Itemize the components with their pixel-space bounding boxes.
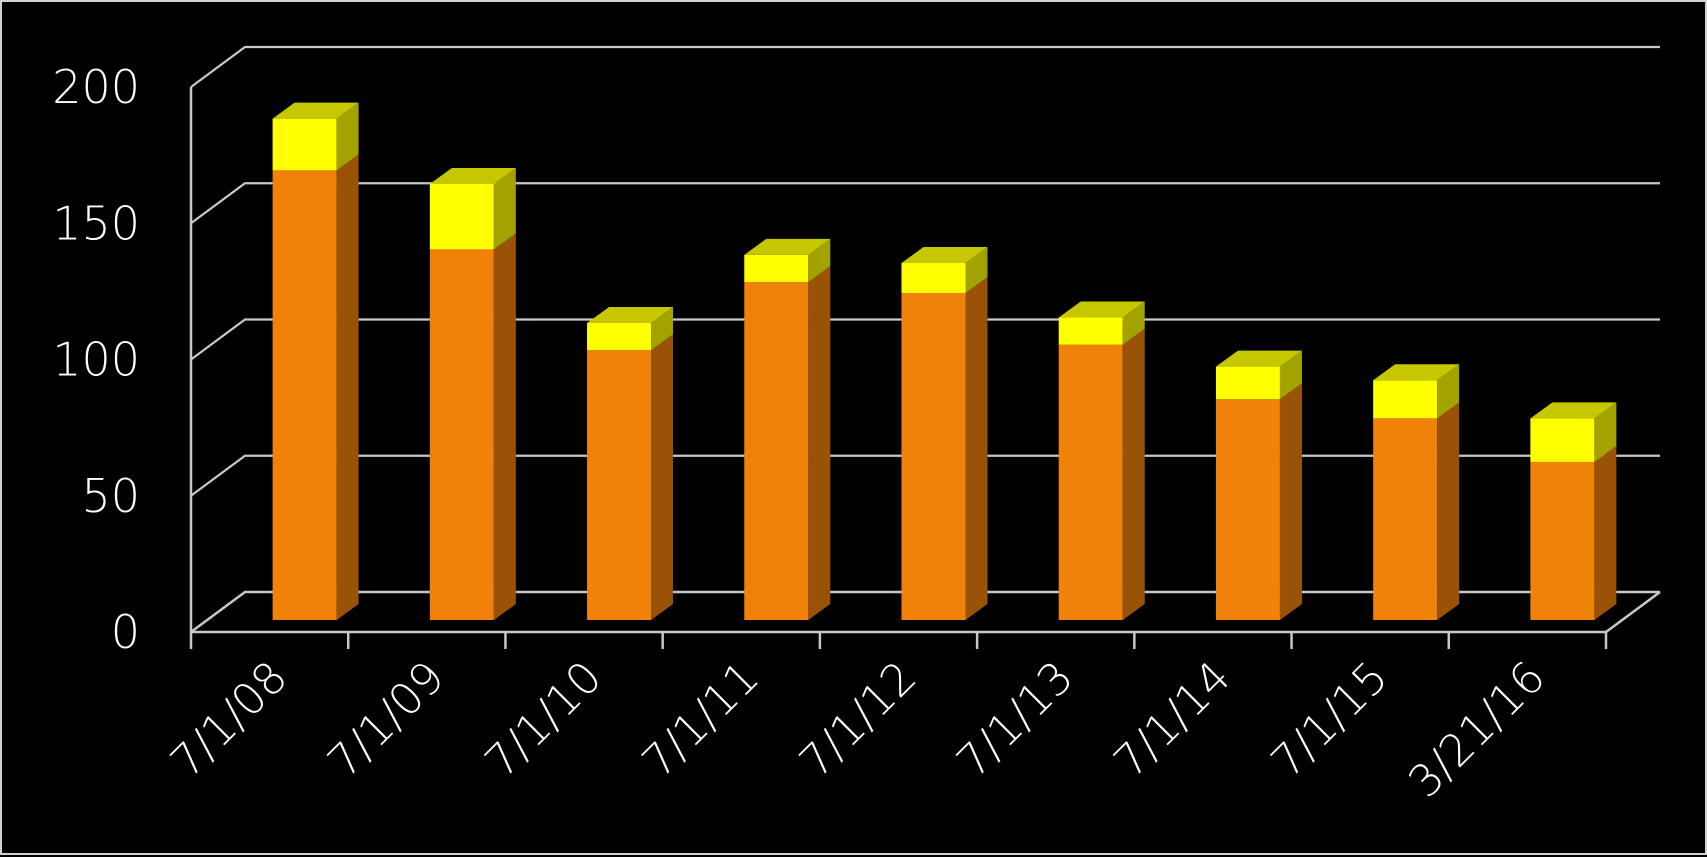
x-tick-label: 7/1/12 [790,652,926,788]
axes [189,87,1661,649]
bar-segment-1 [1215,399,1280,620]
x-tick-label: 7/1/15 [1262,652,1398,788]
bar-segment-2 [1373,380,1438,419]
x-tick-label: 7/1/11 [633,652,769,788]
bar-segment-2-side [808,238,831,283]
x-tick-label: 7/1/08 [161,652,297,788]
gridline [190,45,1660,88]
y-tick-labels: 0 50 100 150 200 [52,60,140,659]
y-tick-label: 100 [52,333,140,387]
gridline [190,318,1660,361]
bar-segment-2 [1215,366,1280,400]
bar-segment-2-top [901,247,988,264]
bar-segment-2 [744,254,809,283]
bar-segment-1 [1373,418,1438,620]
bar-segment-2 [1058,317,1123,345]
gridline [190,182,1660,225]
y-tick-label: 150 [52,196,140,250]
bar-segment-2-side [1279,350,1302,400]
bar-segment-1 [1530,461,1595,620]
x-tick-label: 7/1/13 [947,652,1083,788]
bar-segment-2-side [336,102,359,171]
bar-segment-1 [1058,344,1123,620]
bar-segment-2-side [1594,402,1617,462]
bar-segment-2-side [1437,364,1460,419]
bar-segment-1 [744,282,809,620]
bar-segment-2-side [1122,301,1145,345]
x-tick-label: 7/1/10 [476,652,612,788]
y-tick-label: 200 [52,60,140,114]
gridlines [190,45,1660,497]
x-tick-label: 3/21/16 [1399,652,1555,808]
bar-segment-2-top [1530,402,1617,419]
bar-segment-2-top [272,102,359,119]
bar-segment-2-side [651,306,674,351]
gridline [190,454,1660,497]
bar-segment-2 [272,118,337,171]
bar-segment-2-side [493,168,516,250]
bar-segment-2 [1530,418,1595,462]
bar-segment-1 [587,350,652,620]
bar-segment-2-top [744,238,831,255]
bar-segment-1-side [1279,383,1302,620]
bars [272,102,1617,620]
bar-segment-2 [429,184,494,250]
bar-segment-1-side [493,233,516,620]
y-tick-label: 50 [81,469,140,523]
x-tick-labels: 7/1/08 7/1/09 7/1/10 7/1/11 7/1/12 7/1/13 7/1/… [161,652,1555,808]
bar-segment-2-side [965,247,988,293]
bar-segment-2-top [1058,301,1145,318]
gridline [190,590,1660,634]
bar-segment-1 [272,170,337,620]
bar-segment-1-side [808,266,831,620]
bar-segment-1-side [1122,328,1145,620]
bar-segment-2-top [587,306,674,323]
bar-segment-1 [429,249,494,620]
y-tick-label: 0 [111,605,140,659]
bar-segment-1-side [1594,445,1617,620]
floor-edge [1605,590,1661,634]
bar-segment-2-top [429,168,516,184]
x-tick-label: 7/1/09 [318,652,454,788]
bar-segment-2 [901,263,966,293]
bar-segment-1-side [336,154,359,620]
bar-segment-1-side [1437,402,1460,620]
bar-segment-1-side [965,277,988,620]
bar-segment-2-top [1373,364,1460,381]
bar-segment-2-top [1215,350,1302,367]
bar-segment-2 [587,322,652,351]
bar-segment-1-side [651,334,674,620]
x-tick-label: 7/1/14 [1105,652,1241,788]
bar-segment-1 [901,293,966,620]
